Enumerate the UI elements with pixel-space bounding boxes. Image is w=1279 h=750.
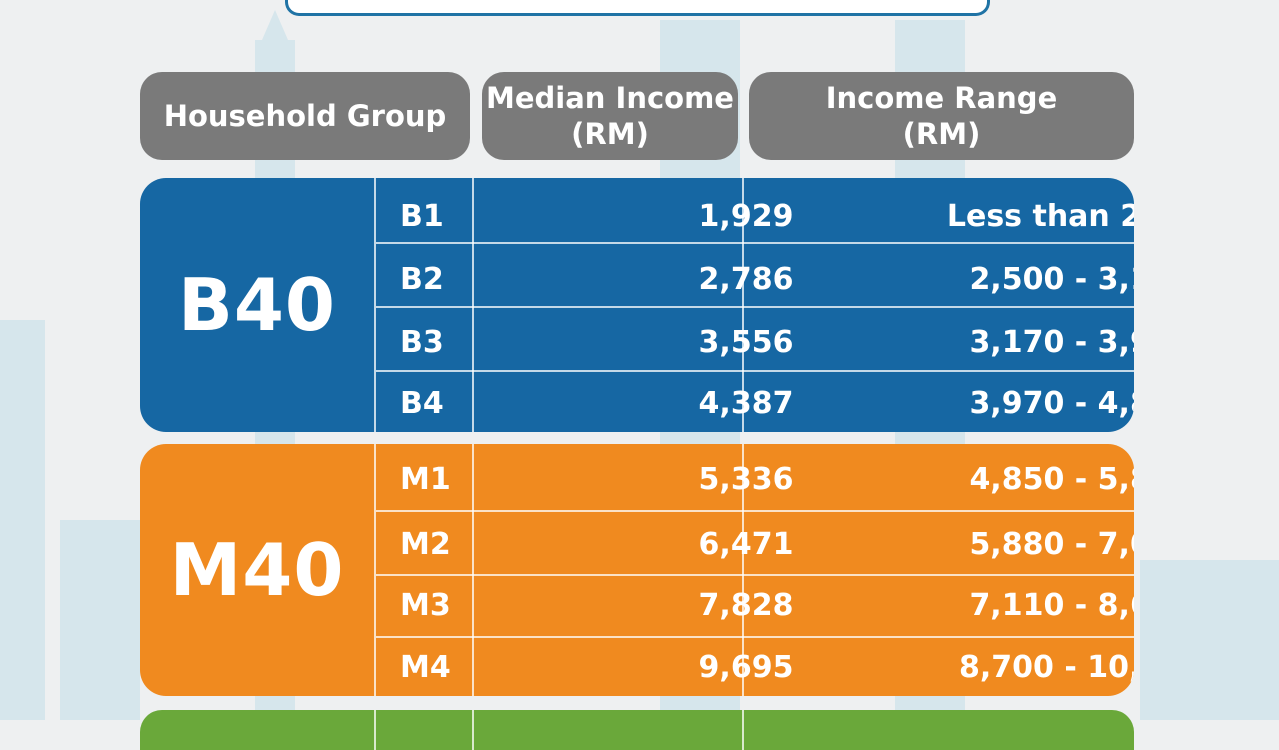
group-b40: B40 B1 1,929 Less than 2,500 B2 2,786 2,…: [140, 178, 1134, 432]
group-label-m40: M40: [169, 528, 345, 612]
row-code: M1: [400, 462, 451, 497]
divider: [472, 444, 474, 696]
divider: [374, 178, 376, 432]
row-range: 3,170 - 3,969: [969, 325, 1134, 360]
divider: [374, 444, 376, 696]
header-median-income-line2: (RM): [571, 117, 649, 151]
row-median: 4,387: [698, 386, 794, 421]
table-row: M2 6,471 5,880 - 7,099: [376, 514, 1134, 575]
header-household-group: Household Group: [140, 72, 470, 160]
divider: [742, 444, 744, 696]
row-code: B3: [400, 325, 444, 360]
row-divider: [376, 574, 1134, 576]
table-row: M1 5,336 4,850 - 5,879: [376, 449, 1134, 510]
divider: [472, 178, 474, 432]
row-median: 7,828: [698, 588, 794, 623]
row-median: 1,929: [698, 199, 794, 234]
row-median: 9,695: [698, 650, 794, 685]
row-median: 2,786: [698, 262, 794, 297]
header-household-group-label: Household Group: [163, 99, 447, 133]
row-code: M2: [400, 527, 451, 562]
header-income-range: Income Range (RM): [749, 72, 1134, 160]
header-income-range-line2: (RM): [902, 117, 981, 151]
row-range: 3,970 - 4,849: [969, 386, 1134, 421]
row-median: 5,336: [698, 462, 794, 497]
table-row: B4 4,387 3,970 - 4,849: [376, 373, 1134, 432]
divider: [742, 710, 744, 750]
divider: [742, 178, 744, 432]
row-divider: [376, 510, 1134, 512]
row-divider: [376, 370, 1134, 372]
divider: [374, 710, 376, 750]
table-row: B2 2,786 2,500 - 3,169: [376, 249, 1134, 310]
row-range: 5,880 - 7,099: [969, 527, 1134, 562]
row-divider: [376, 242, 1134, 244]
row-code: B2: [400, 262, 444, 297]
row-divider: [376, 306, 1134, 308]
row-code: M4: [400, 650, 451, 685]
row-code: B4: [400, 386, 444, 421]
row-range: 7,110 - 8,699: [969, 588, 1134, 623]
row-range: Less than 2,500: [946, 199, 1134, 234]
row-range: 8,700 - 10,959: [959, 650, 1134, 685]
table-row: M4 9,695 8,700 - 10,959: [376, 637, 1134, 696]
table-row: M3 7,828 7,110 - 8,699: [376, 575, 1134, 636]
row-range: 4,850 - 5,879: [969, 462, 1134, 497]
row-median: 3,556: [698, 325, 794, 360]
table-row: B3 3,556 3,170 - 3,969: [376, 312, 1134, 373]
group-label-b40: B40: [177, 263, 337, 347]
table-row: B1 1,929 Less than 2,500: [376, 186, 1134, 247]
divider: [472, 710, 474, 750]
header-median-income-line1: Median Income: [486, 81, 734, 115]
group-m40: M40 M1 5,336 4,850 - 5,879 M2 6,471 5,88…: [140, 444, 1134, 696]
header-median-income: Median Income (RM): [482, 72, 738, 160]
group-next-partial: [140, 710, 1134, 750]
row-median: 6,471: [698, 527, 794, 562]
row-code: B1: [400, 199, 444, 234]
header-income-range-line1: Income Range: [825, 81, 1058, 115]
row-code: M3: [400, 588, 451, 623]
title-banner: [285, 0, 990, 16]
row-divider: [376, 636, 1134, 638]
row-range: 2,500 - 3,169: [969, 262, 1134, 297]
